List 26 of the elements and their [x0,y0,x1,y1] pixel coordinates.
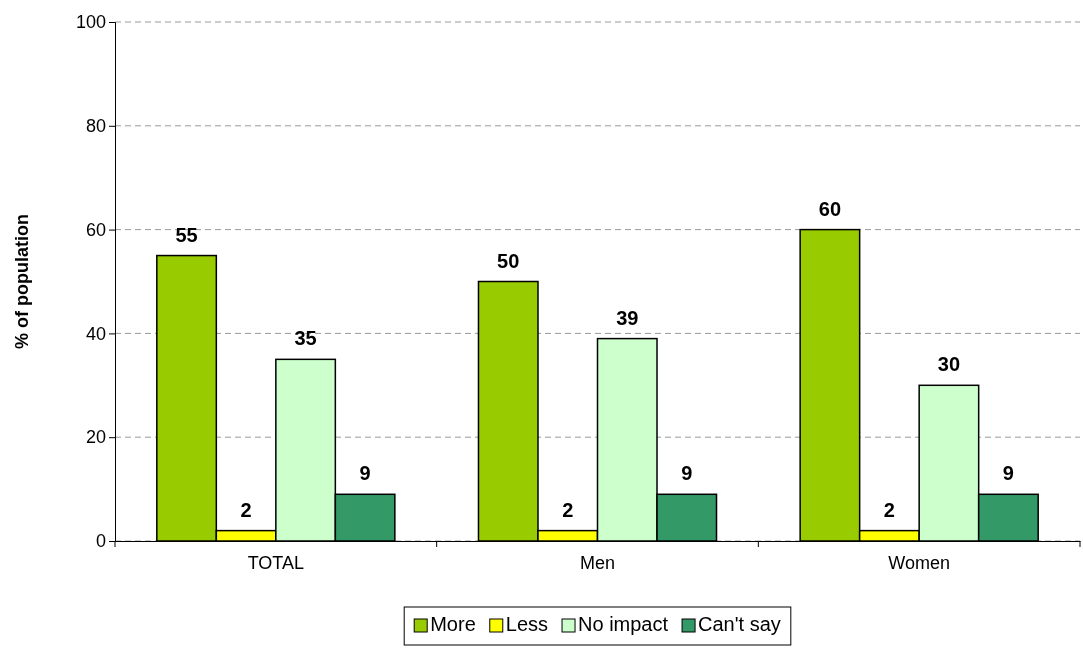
data-label: 9 [359,462,371,485]
y-tick-label: 40 [85,323,106,344]
data-label: 9 [1002,462,1014,485]
legend-label: Can't say [698,613,781,635]
y-tick-label: 0 [95,531,106,552]
data-label: 35 [294,327,317,350]
data-label: 50 [497,249,520,272]
data-label: 9 [681,462,693,485]
data-label: 55 [175,223,198,246]
x-tick-label: TOTAL [247,553,305,574]
data-label: 2 [240,498,252,521]
data-label: 2 [883,498,895,521]
data-label: 2 [562,498,574,521]
data-label: 39 [616,306,639,329]
legend-label: No impact [578,613,669,635]
legend-label: Less [505,613,549,635]
legend-label: More [430,613,476,635]
y-tick-label: 20 [85,427,106,448]
y-tick-label: 60 [85,219,106,240]
y-tick-label: 80 [85,116,106,137]
data-label: 60 [818,197,842,220]
x-tick-label: Men [579,553,616,574]
y-axis-title: % of population [12,214,32,349]
y-tick-label: 100 [75,12,106,33]
data-label: 30 [937,353,961,376]
x-tick-label: Women [888,553,951,574]
